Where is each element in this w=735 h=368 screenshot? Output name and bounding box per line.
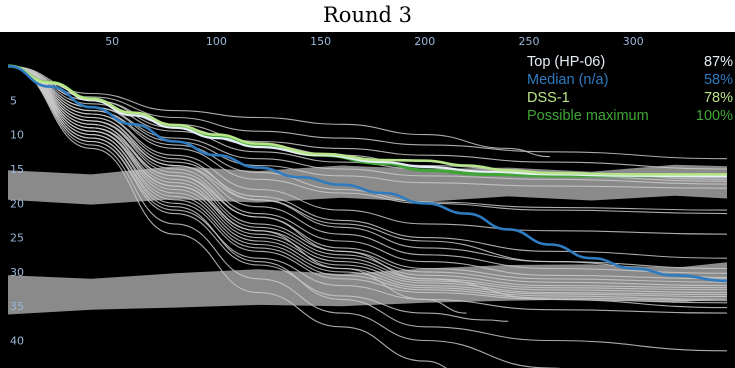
highlighted-series	[7, 64, 728, 283]
y-tick-label: 30	[10, 266, 24, 279]
background-trace-12	[7, 65, 728, 274]
legend-label-2: Median (n/a)	[527, 72, 608, 88]
series-line-3	[7, 64, 727, 176]
y-tick-label: 10	[10, 129, 24, 142]
x-tick-label: 100	[206, 35, 227, 48]
x-tick-label: 300	[623, 35, 644, 48]
y-tick-label: 15	[10, 163, 24, 176]
x-tick-label: 200	[414, 35, 435, 48]
y-tick-label: 25	[10, 232, 24, 245]
y-tick-label: 20	[10, 197, 24, 210]
y-tick-label: 35	[10, 300, 24, 313]
background-trace-30	[7, 65, 467, 314]
x-tick-labels: 50 100 150 200 250 300	[105, 35, 644, 48]
chart-title: Round 3	[323, 3, 412, 27]
legend-label-4: Possible maximum	[527, 108, 649, 124]
background-trace-22	[7, 65, 728, 302]
line-chart: 50 100 150 200 250 300 5 10 15 20 25 30 35 40 Top (H…	[0, 32, 735, 368]
background-trace-25	[7, 65, 509, 322]
background-trace-2	[7, 65, 728, 160]
legend-percent-4: 100%	[696, 108, 733, 124]
background-trace-32	[7, 65, 728, 278]
background-trace-28	[7, 65, 728, 352]
legend-percent-1: 87%	[704, 54, 733, 70]
y-tick-labels: 5 10 15 20 25 30 35 40	[10, 94, 24, 347]
legend-percent-2: 58%	[704, 72, 733, 88]
y-tick-label: 5	[10, 94, 17, 107]
legend: Top (HP-06) 87% Median (n/a) 58% DSS-1 78% Pos…	[527, 54, 733, 124]
background-trace-16	[7, 65, 728, 289]
legend-percent-3: 78%	[704, 90, 733, 106]
series-line-2	[7, 64, 728, 283]
background-trace-29	[7, 65, 728, 309]
x-tick-label: 250	[519, 35, 540, 48]
y-tick-label: 40	[10, 335, 24, 348]
background-trace-27	[7, 65, 447, 368]
legend-label-3: DSS-1	[527, 90, 570, 106]
legend-label-1: Top (HP-06)	[527, 54, 605, 70]
background-trace-31	[7, 65, 728, 211]
background-trace-26	[7, 65, 561, 368]
x-tick-label: 150	[310, 35, 331, 48]
x-tick-label: 50	[105, 35, 119, 48]
background-trace-1	[7, 65, 550, 158]
